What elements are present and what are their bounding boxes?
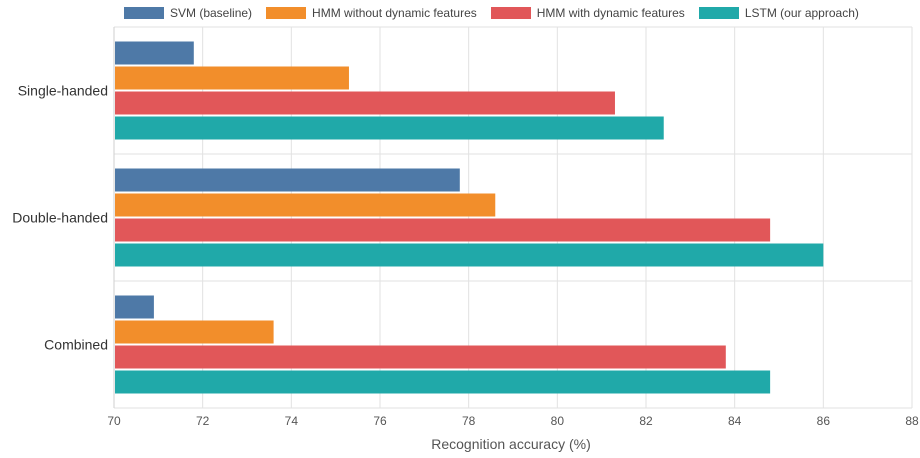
x-axis-ticks: 70 72 74 76 78 80 82 84 86 88 xyxy=(107,414,919,428)
bar-double-handed-0[interactable] xyxy=(115,168,460,192)
legend-item-svm[interactable]: SVM (baseline) xyxy=(124,6,252,20)
legend-swatch-svm xyxy=(124,7,164,19)
x-tick-label: 76 xyxy=(373,414,387,428)
bar-single-handed-3[interactable] xyxy=(115,116,664,140)
x-tick-label: 80 xyxy=(551,414,565,428)
bar-double-handed-3[interactable] xyxy=(115,243,824,267)
x-tick-label: 86 xyxy=(817,414,831,428)
bars xyxy=(115,41,824,394)
bar-combined-3[interactable] xyxy=(115,370,771,394)
x-tick-label: 82 xyxy=(639,414,653,428)
bar-combined-0[interactable] xyxy=(115,295,154,319)
x-tick-label: 88 xyxy=(905,414,919,428)
legend-swatch-lstm xyxy=(698,7,739,19)
x-tick-label: 84 xyxy=(728,414,742,428)
legend-label-svm: SVM (baseline) xyxy=(170,6,253,20)
x-tick-label: 70 xyxy=(107,414,121,428)
bar-double-handed-1[interactable] xyxy=(115,193,496,217)
legend-swatch-hmm-no-dynamic xyxy=(266,7,307,19)
grid xyxy=(113,26,913,409)
bar-single-handed-1[interactable] xyxy=(115,66,349,90)
bar-single-handed-0[interactable] xyxy=(115,41,194,65)
category-label: Combined xyxy=(44,337,108,353)
legend-item-hmm-dynamic[interactable]: HMM with dynamic features xyxy=(490,6,685,20)
x-tick-label: 74 xyxy=(285,414,299,428)
legend-label-lstm: LSTM (our approach) xyxy=(744,6,859,20)
category-label: Double-handed xyxy=(12,210,108,226)
x-axis-title: Recognition accuracy (%) xyxy=(431,436,591,452)
legend-label-hmm-no-dynamic: HMM without dynamic features xyxy=(312,6,477,20)
x-tick-label: 78 xyxy=(462,414,476,428)
bar-combined-1[interactable] xyxy=(115,320,274,344)
legend-swatch-hmm-dynamic xyxy=(490,7,531,19)
bar-combined-2[interactable] xyxy=(115,345,726,369)
x-tick-label: 72 xyxy=(196,414,210,428)
legend-item-hmm-no-dynamic[interactable]: HMM without dynamic features xyxy=(266,6,477,20)
category-label: Single-handed xyxy=(18,83,108,99)
legend: SVM (baseline) HMM without dynamic featu… xyxy=(124,6,859,20)
legend-item-lstm[interactable]: LSTM (our approach) xyxy=(698,6,859,20)
legend-label-hmm-dynamic: HMM with dynamic features xyxy=(536,6,685,20)
y-axis-categories: Single-handed Double-handed Combined xyxy=(12,83,108,353)
bar-double-handed-2[interactable] xyxy=(115,218,771,242)
bar-single-handed-2[interactable] xyxy=(115,91,615,115)
